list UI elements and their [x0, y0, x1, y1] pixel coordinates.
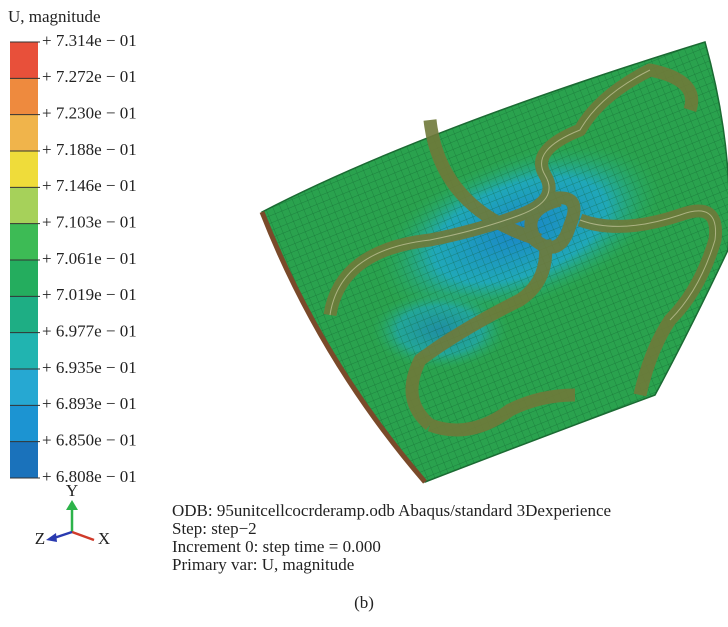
legend-label: + 6.893e − 01	[42, 394, 137, 413]
legend-swatch	[10, 369, 38, 405]
legend-label: + 6.808e − 01	[42, 467, 137, 486]
legend-swatch	[10, 187, 38, 223]
legend-swatch	[10, 296, 38, 332]
legend-label: + 6.977e − 01	[42, 322, 137, 341]
legend-label: + 6.935e − 01	[42, 358, 137, 377]
legend-swatch	[10, 260, 38, 296]
axis-label-z: Z	[35, 529, 45, 548]
legend-label: + 7.230e − 01	[42, 104, 137, 123]
caption: (b)	[354, 593, 374, 612]
legend-label: + 7.272e − 01	[42, 67, 137, 86]
legend-label: + 7.019e − 01	[42, 285, 137, 304]
info-line: Increment 0: step time = 0.000	[172, 537, 381, 556]
legend-label: + 7.188e − 01	[42, 140, 137, 159]
axis-label-x: X	[98, 529, 110, 548]
legend-swatch	[10, 115, 38, 151]
legend-swatch	[10, 78, 38, 114]
legend-swatch	[10, 333, 38, 369]
info-line: Step: step−2	[172, 519, 257, 538]
info-line: ODB: 95unitcellcocrderamp.odb Abaqus/sta…	[172, 501, 611, 520]
legend-swatch	[10, 442, 38, 478]
info-line: Primary var: U, magnitude	[172, 555, 354, 574]
legend-title: U, magnitude	[8, 7, 101, 26]
mesh-model	[262, 42, 728, 482]
legend-label: + 7.146e − 01	[42, 176, 137, 195]
legend-label: + 7.103e − 01	[42, 213, 137, 232]
legend-label: + 6.850e − 01	[42, 431, 137, 450]
axis-triad: Y Z X	[35, 481, 110, 548]
info-block: ODB: 95unitcellcocrderamp.odb Abaqus/sta…	[172, 501, 611, 574]
legend: + 7.314e − 01 + 7.272e − 01 + 7.230e − 01 +…	[10, 31, 137, 486]
legend-label: + 7.314e − 01	[42, 31, 137, 50]
axis-label-y: Y	[66, 481, 78, 500]
legend-swatch	[10, 42, 38, 78]
legend-swatch	[10, 224, 38, 260]
legend-swatch	[10, 405, 38, 441]
figure: U, magnitude + 7.314e − 01+ 7.272e − 01+…	[0, 0, 728, 622]
legend-label: + 7.061e − 01	[42, 249, 137, 268]
legend-swatch	[10, 151, 38, 187]
